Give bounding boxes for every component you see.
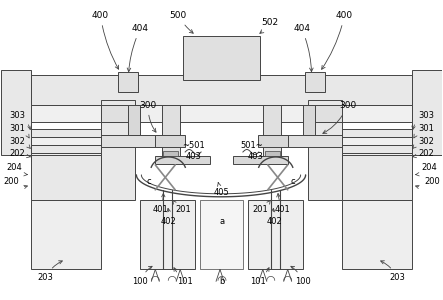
Text: 203: 203: [381, 261, 405, 282]
Bar: [307, 105, 342, 122]
Bar: [412, 70, 442, 155]
Bar: [31, 75, 412, 105]
Bar: [31, 145, 101, 153]
Text: 401: 401: [275, 194, 291, 214]
Text: 404: 404: [293, 24, 313, 72]
Text: 301: 301: [9, 124, 29, 138]
Bar: [303, 105, 315, 135]
Text: 403: 403: [248, 152, 264, 161]
Text: 201: 201: [173, 200, 191, 214]
Bar: [118, 72, 138, 92]
Bar: [342, 129, 412, 137]
Bar: [140, 200, 195, 269]
Text: 204: 204: [416, 164, 437, 176]
Bar: [31, 153, 101, 161]
Text: a: a: [219, 217, 225, 226]
Bar: [342, 145, 412, 153]
Bar: [263, 105, 281, 160]
Text: 202: 202: [412, 149, 434, 158]
Text: 300: 300: [323, 101, 356, 134]
Text: ~501: ~501: [182, 140, 205, 149]
Text: 502: 502: [260, 18, 278, 33]
Bar: [31, 105, 412, 122]
Bar: [342, 155, 412, 200]
Bar: [342, 153, 412, 161]
Text: 100: 100: [132, 266, 152, 286]
Bar: [183, 35, 260, 80]
Bar: [128, 105, 140, 135]
Bar: [278, 135, 342, 147]
Text: 101: 101: [250, 268, 269, 286]
Text: 403: 403: [185, 152, 201, 161]
Text: 101: 101: [174, 268, 193, 286]
Bar: [258, 135, 288, 147]
Bar: [305, 72, 325, 92]
Bar: [342, 200, 412, 269]
Text: 301: 301: [414, 124, 434, 138]
Bar: [101, 135, 165, 147]
Text: 302: 302: [9, 136, 30, 148]
Bar: [162, 105, 180, 160]
Text: 303: 303: [9, 111, 31, 130]
Text: 501~: 501~: [241, 140, 263, 149]
Bar: [265, 151, 280, 156]
Bar: [248, 200, 303, 269]
Bar: [31, 200, 101, 269]
Bar: [163, 151, 178, 156]
Bar: [200, 200, 243, 269]
Text: 204: 204: [6, 164, 27, 176]
Text: 404: 404: [127, 24, 149, 72]
Text: c: c: [290, 177, 295, 186]
Bar: [31, 155, 101, 200]
Bar: [101, 105, 136, 122]
Text: c: c: [146, 177, 151, 186]
Text: 500: 500: [170, 11, 193, 33]
Bar: [31, 137, 101, 145]
Text: 405: 405: [213, 183, 229, 197]
Text: 200: 200: [3, 177, 27, 188]
Text: 300: 300: [140, 101, 157, 132]
Text: 100: 100: [291, 266, 311, 286]
Text: b: b: [219, 277, 225, 286]
Bar: [101, 100, 136, 200]
Text: 202: 202: [9, 149, 31, 158]
Bar: [155, 135, 185, 147]
Text: 201: 201: [252, 200, 270, 214]
Bar: [155, 156, 210, 164]
Bar: [31, 129, 101, 137]
Bar: [307, 100, 342, 200]
Text: 400: 400: [92, 11, 119, 69]
Bar: [233, 156, 288, 164]
Text: 203: 203: [38, 261, 62, 282]
Text: 402: 402: [267, 208, 283, 226]
Text: 302: 302: [413, 136, 434, 148]
Bar: [342, 137, 412, 145]
Text: 400: 400: [322, 11, 353, 69]
Bar: [1, 70, 31, 155]
Text: 303: 303: [412, 111, 434, 130]
Text: 402: 402: [160, 208, 176, 226]
Text: 401: 401: [152, 194, 168, 214]
Text: 200: 200: [416, 177, 440, 188]
